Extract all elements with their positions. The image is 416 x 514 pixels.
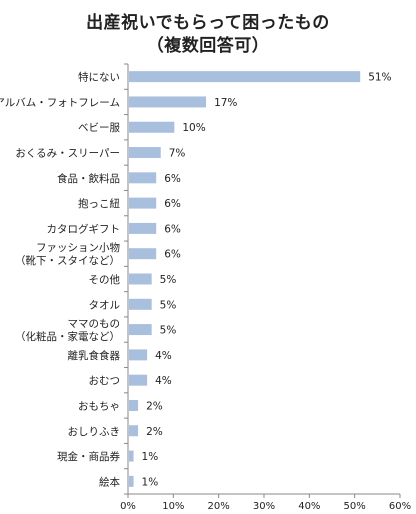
category-label: 離乳食食器 bbox=[68, 349, 121, 362]
data-label: 4% bbox=[155, 375, 172, 387]
category-label: 抱っこ紐 bbox=[78, 197, 120, 210]
category-label-line: （靴下・スタイなど） bbox=[15, 254, 120, 267]
category-label: 食品・飲料品 bbox=[57, 172, 120, 185]
bar bbox=[129, 71, 361, 83]
data-label: 2% bbox=[146, 400, 163, 412]
bar bbox=[129, 450, 134, 462]
bar bbox=[129, 399, 139, 411]
category-label: その他 bbox=[89, 273, 121, 286]
category-label: 現金・商品券 bbox=[57, 450, 120, 463]
category-label-line: おむつ bbox=[89, 375, 121, 387]
data-label: 5% bbox=[160, 325, 177, 337]
bar bbox=[129, 298, 152, 310]
data-label: 6% bbox=[164, 223, 181, 235]
category-label-line: （化粧品・家電など） bbox=[15, 330, 120, 343]
category-label-line: アルバム・フォトフレーム bbox=[0, 97, 120, 109]
x-tick-label: 20% bbox=[208, 501, 230, 512]
category-label: カタログギフト bbox=[47, 222, 121, 235]
data-label: 6% bbox=[164, 173, 181, 185]
chart-title: 出産祝いでもらって困ったもの bbox=[86, 13, 330, 33]
x-tick-label: 10% bbox=[162, 501, 184, 512]
category-label: おもちゃ bbox=[78, 400, 120, 412]
category-label-line: ベビー服 bbox=[78, 122, 120, 134]
data-label: 17% bbox=[214, 97, 237, 109]
category-label-line: ファッション小物 bbox=[36, 241, 120, 254]
bar bbox=[129, 324, 152, 336]
data-label: 1% bbox=[142, 451, 159, 463]
x-tick-label: 40% bbox=[298, 501, 320, 512]
category-label: アルバム・フォトフレーム bbox=[0, 97, 120, 109]
category-label-line: おもちゃ bbox=[78, 400, 120, 412]
category-label-line: おくるみ・スリーパー bbox=[15, 148, 120, 160]
bar bbox=[129, 349, 148, 361]
category-label: 特にない bbox=[78, 72, 120, 84]
bar bbox=[129, 147, 161, 159]
category-label-line: 食品・飲料品 bbox=[57, 172, 120, 185]
data-label: 7% bbox=[169, 148, 186, 160]
bar bbox=[129, 96, 207, 108]
data-label: 5% bbox=[160, 274, 177, 286]
category-label-line: 特にない bbox=[78, 72, 120, 84]
bar bbox=[129, 172, 157, 184]
category-label-line: タオル bbox=[89, 299, 121, 311]
x-tick-label: 0% bbox=[120, 501, 136, 512]
chart-subtitle: （複数回答可） bbox=[146, 36, 270, 56]
x-tick-label: 60% bbox=[389, 501, 411, 512]
bar bbox=[129, 222, 157, 234]
bar bbox=[129, 121, 175, 133]
data-label: 4% bbox=[155, 350, 172, 362]
bar bbox=[129, 197, 157, 209]
category-label: ママのもの（化粧品・家電など） bbox=[15, 318, 120, 343]
bar bbox=[129, 475, 134, 487]
category-label-line: 離乳食食器 bbox=[68, 349, 121, 362]
category-label: おむつ bbox=[89, 375, 121, 387]
category-label-line: ママのもの bbox=[68, 318, 121, 330]
bar bbox=[129, 248, 157, 260]
category-label: ベビー服 bbox=[78, 122, 120, 134]
category-label: おくるみ・スリーパー bbox=[15, 148, 120, 160]
category-label: タオル bbox=[89, 299, 121, 311]
category-label-line: カタログギフト bbox=[47, 222, 121, 235]
data-label: 6% bbox=[164, 249, 181, 261]
category-label-line: 絵本 bbox=[99, 475, 120, 488]
category-label-line: 抱っこ紐 bbox=[78, 197, 120, 210]
category-label-line: おしりふき bbox=[68, 426, 121, 438]
category-label: ファッション小物（靴下・スタイなど） bbox=[15, 241, 120, 267]
category-label: 絵本 bbox=[99, 475, 120, 488]
data-label: 2% bbox=[146, 426, 163, 438]
bar bbox=[129, 273, 152, 285]
data-label: 1% bbox=[142, 476, 159, 488]
x-tick-label: 50% bbox=[344, 501, 366, 512]
x-tick-label: 30% bbox=[253, 501, 275, 512]
category-label: おしりふき bbox=[68, 426, 121, 438]
category-label-line: 現金・商品券 bbox=[57, 450, 120, 463]
data-label: 51% bbox=[368, 72, 391, 84]
data-label: 6% bbox=[164, 198, 181, 210]
data-label: 10% bbox=[182, 122, 205, 134]
data-label: 5% bbox=[160, 299, 177, 311]
bar bbox=[129, 425, 139, 437]
bar bbox=[129, 374, 148, 386]
category-label-line: その他 bbox=[89, 273, 121, 286]
